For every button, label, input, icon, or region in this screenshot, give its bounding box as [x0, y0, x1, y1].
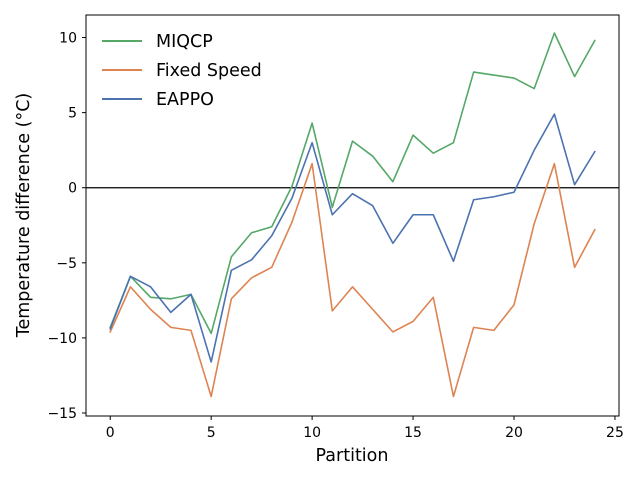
plot-background	[86, 15, 619, 416]
y-tick-label: 0	[68, 181, 77, 197]
y-tick-label: −5	[56, 256, 77, 272]
legend-label-eappo: EAPPO	[156, 90, 214, 110]
x-tick-label: 15	[404, 425, 422, 441]
x-tick-label: 25	[606, 425, 624, 441]
x-tick-label: 5	[207, 425, 216, 441]
y-tick-label: 5	[68, 106, 77, 122]
x-tick-label: 10	[303, 425, 321, 441]
x-tick-label: 0	[106, 425, 115, 441]
x-axis-title: Partition	[316, 446, 389, 466]
y-tick-label: −15	[47, 406, 77, 422]
plot-frame	[85, 14, 620, 417]
legend: MIQCP Fixed Speed EAPPO	[102, 32, 262, 110]
legend-label-miqcp: MIQCP	[156, 32, 213, 52]
series-line-eappo	[109, 113, 596, 363]
series-line-fixed-speed	[109, 162, 596, 398]
legend-label-fixed-speed: Fixed Speed	[156, 61, 262, 81]
y-axis-title: Temperature difference (°C)	[14, 93, 34, 338]
x-tick-label: 20	[505, 425, 523, 441]
y-tick-label: −10	[47, 331, 77, 347]
y-tick-label: 10	[59, 31, 77, 47]
